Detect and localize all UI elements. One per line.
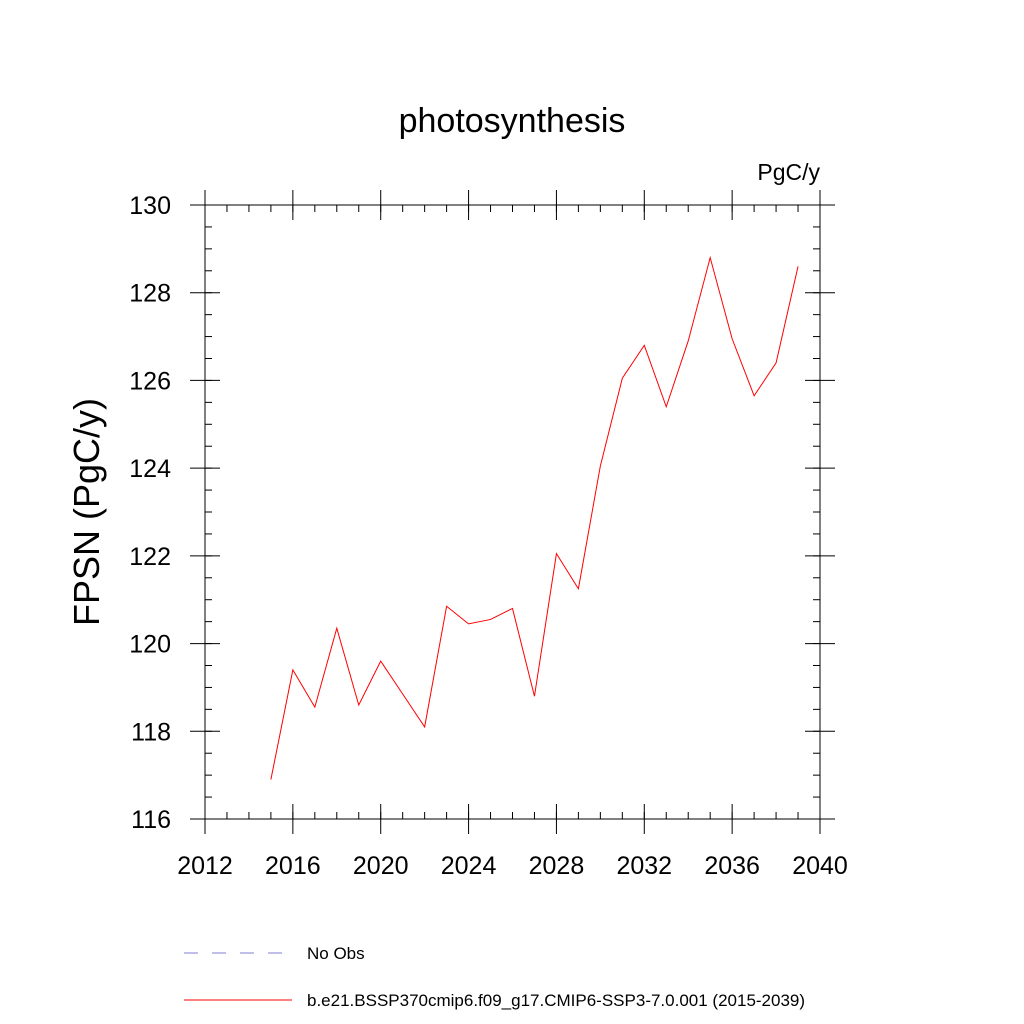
x-tick-label: 2024 — [441, 852, 497, 880]
y-axis-label: FPSN (PgC/y) — [66, 398, 107, 626]
units-label: PgC/y — [757, 159, 820, 185]
x-tick-label: 2032 — [616, 852, 672, 880]
y-tick-label: 116 — [131, 806, 171, 834]
x-tick-label: 2040 — [792, 852, 848, 880]
x-tick-label: 2020 — [353, 852, 409, 880]
legend: No Obs b.e21.BSSP370cmip6.f09_g17.CMIP6-… — [184, 944, 805, 1010]
x-tick-label: 2028 — [529, 852, 585, 880]
y-tick-label: 128 — [129, 280, 171, 308]
legend-label-no-obs: No Obs — [307, 944, 365, 963]
y-tick-label: 122 — [129, 543, 171, 571]
x-tick-label: 2012 — [177, 852, 233, 880]
series-line-0 — [270, 255, 799, 780]
x-tick-labels: 2012 2016 2020 2024 2028 2032 2036 2040 — [177, 852, 848, 880]
x-tick-label: 2036 — [704, 852, 760, 880]
y-tick-label: 130 — [129, 192, 171, 220]
y-tick-label: 126 — [129, 367, 171, 395]
y-tick-label: 124 — [129, 455, 171, 483]
y-tick-labels: 116 118 120 122 124 126 128 130 — [129, 192, 171, 834]
axes — [190, 190, 835, 834]
x-tick-label: 2016 — [265, 852, 321, 880]
y-tick-label: 120 — [129, 631, 171, 659]
y-tick-label: 118 — [131, 718, 171, 746]
series-layer — [270, 255, 799, 780]
chart-title: photosynthesis — [399, 102, 626, 140]
legend-label-model: b.e21.BSSP370cmip6.f09_g17.CMIP6-SSP3-7.… — [307, 991, 805, 1010]
plot-frame — [204, 204, 821, 820]
